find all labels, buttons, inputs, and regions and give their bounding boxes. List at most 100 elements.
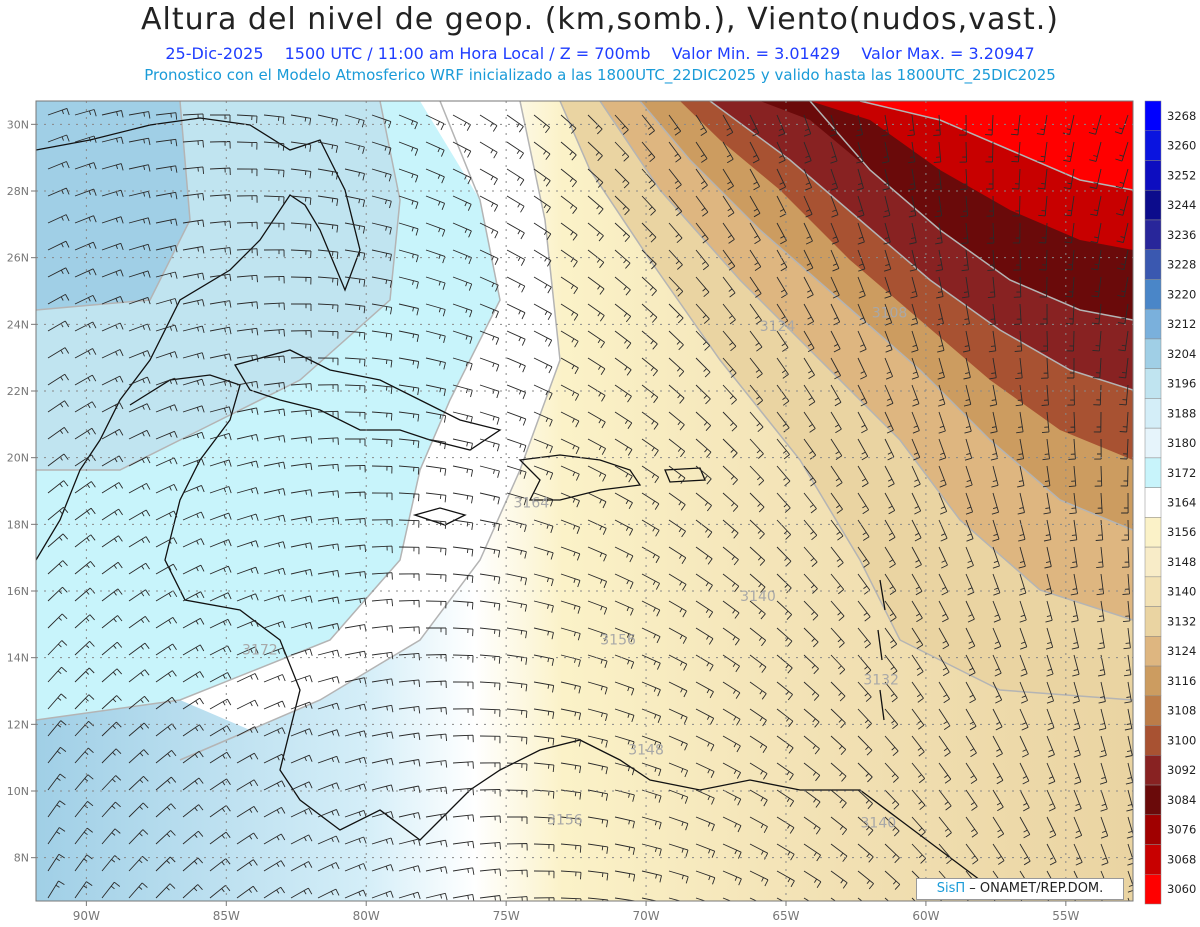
wind-barb — [614, 735, 635, 749]
wind-barb — [263, 275, 285, 284]
wind-barb — [317, 303, 339, 313]
wind-barb — [236, 460, 259, 468]
wind-barb — [722, 249, 736, 271]
wind-barb — [938, 816, 952, 838]
wind-barb — [47, 427, 69, 440]
contour-lines — [36, 101, 1133, 761]
wind-barb — [668, 114, 682, 136]
wind-barb — [533, 438, 553, 454]
wind-barb — [1019, 816, 1031, 839]
wind-barb — [533, 870, 555, 879]
wind-barb — [749, 546, 766, 566]
wind-barb — [344, 836, 367, 845]
legend-swatch — [1144, 189, 1162, 221]
wind-barb — [182, 272, 205, 280]
wind-barb — [1017, 465, 1025, 488]
wind-barb — [776, 897, 784, 901]
wind-barb — [425, 519, 447, 529]
wind-barb — [641, 816, 662, 830]
wind-barb — [830, 411, 842, 434]
wind-barb — [668, 330, 684, 351]
wind-barb — [985, 114, 994, 136]
wind-barb — [533, 195, 551, 214]
wind-barb — [695, 627, 714, 645]
wind-barb — [1016, 411, 1024, 434]
legend-swatch — [1144, 368, 1162, 399]
wind-barb — [830, 168, 839, 191]
wind-barb — [1046, 816, 1057, 839]
wind-barb — [560, 789, 582, 800]
wind-barb — [695, 870, 716, 885]
wind-barb — [803, 627, 819, 648]
wind-barb — [695, 276, 710, 298]
wind-barb — [1123, 627, 1131, 650]
wind-barb — [425, 141, 445, 157]
wind-barb — [857, 735, 873, 756]
wind-barb — [155, 510, 178, 521]
wind-barb — [668, 762, 689, 778]
wind-barb — [1090, 195, 1102, 217]
wind-barb — [290, 436, 313, 444]
wind-barb — [533, 303, 552, 321]
wind-barb — [182, 219, 205, 227]
wind-barb — [506, 222, 525, 240]
contour-label: 3140 — [740, 589, 776, 605]
wind-barb — [830, 195, 839, 218]
wind-barb — [128, 483, 151, 494]
wind-barb — [722, 573, 740, 593]
wind-barb — [749, 573, 766, 593]
wind-barb — [776, 492, 791, 513]
wind-barb — [209, 167, 231, 176]
wind-barb — [128, 111, 151, 119]
wind-barb — [587, 708, 608, 722]
wind-barb — [371, 330, 393, 341]
legend-level-label: 3124 — [1167, 644, 1196, 658]
wind-barb — [506, 168, 525, 186]
wind-barb — [1045, 627, 1054, 650]
wind-barb — [695, 465, 712, 485]
wind-barb — [236, 513, 259, 521]
wind-barb — [1097, 627, 1105, 650]
wind-barb — [938, 438, 947, 461]
wind-barb — [74, 188, 97, 197]
wind-barb — [506, 519, 527, 533]
wind-barb — [614, 411, 633, 430]
wind-barb — [533, 411, 553, 427]
wind-barb — [344, 491, 366, 500]
wind-barb — [803, 654, 819, 675]
wind-barb — [641, 465, 660, 484]
wind-barb — [722, 465, 738, 486]
wind-barb — [74, 427, 96, 440]
wind-barb — [1013, 249, 1021, 271]
wind-barb — [695, 249, 710, 271]
wind-barb — [776, 654, 793, 674]
wind-barb — [1066, 330, 1075, 352]
wind-barb — [506, 843, 528, 851]
wind-barb — [479, 681, 501, 691]
wind-barb — [101, 615, 123, 629]
wind-barb — [641, 303, 658, 323]
wind-barb — [965, 708, 977, 731]
wind-barb — [776, 546, 792, 567]
wind-barb — [991, 492, 1000, 515]
wind-barb — [425, 357, 446, 370]
wind-barb — [425, 411, 447, 423]
wind-barb — [398, 652, 420, 661]
wind-barb — [425, 330, 446, 344]
legend-swatch — [1144, 338, 1162, 369]
wind-barb — [1014, 330, 1023, 352]
wind-barb — [965, 816, 978, 838]
wind-barb — [425, 707, 447, 715]
wind-barb — [317, 862, 340, 872]
wind-barb — [47, 373, 69, 386]
wind-barb — [986, 222, 995, 244]
wind-barb — [695, 708, 715, 725]
legend-level-label: 3108 — [1167, 704, 1196, 718]
wind-barb — [533, 735, 555, 746]
wind-barb — [155, 830, 176, 845]
field-3204-zone — [36, 101, 190, 310]
wind-barb — [884, 303, 893, 326]
wind-barb — [452, 573, 474, 584]
wind-barb — [426, 627, 447, 635]
wind-barb — [182, 697, 204, 710]
